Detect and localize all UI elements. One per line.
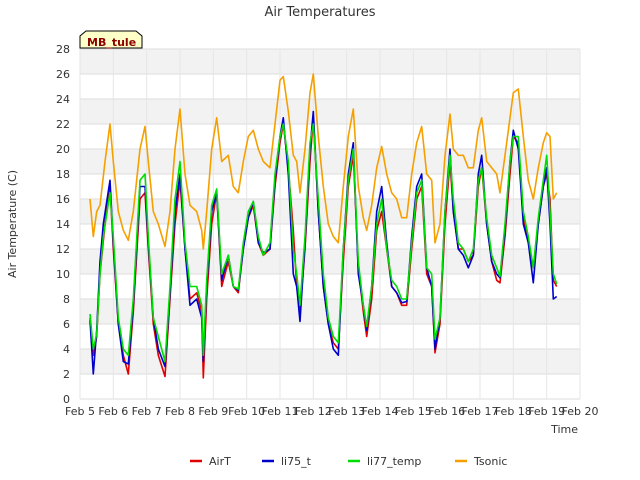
legend-item-li77_temp: li77_temp [348, 455, 421, 468]
series-line-Tsonic [89, 73, 558, 250]
legend-label: li77_temp [367, 455, 421, 468]
x-tick-label: Feb 11 [262, 405, 299, 418]
x-tick-label: Feb 8 [165, 405, 195, 418]
legend-label: li75_t [281, 455, 312, 468]
plot-band [80, 99, 580, 124]
x-tick-label: Feb 19 [528, 405, 565, 418]
legend-item-Tsonic: Tsonic [455, 455, 507, 468]
plot-band [80, 149, 580, 174]
x-tick-label: Feb 14 [362, 405, 399, 418]
chart-title: Air Temperatures [264, 5, 375, 20]
y-tick-label: 20 [56, 143, 70, 156]
plot-band [80, 199, 580, 224]
x-tick-label: Feb 18 [495, 405, 532, 418]
y-tick-label: 2 [63, 368, 70, 381]
x-tick-label: Feb 9 [198, 405, 228, 418]
x-tick-label: Feb 5 [65, 405, 95, 418]
x-tick-label: Feb 15 [395, 405, 432, 418]
gridlines [79, 48, 581, 400]
y-axis-label: Air Temperature (C) [6, 170, 19, 278]
y-tick-label: 8 [63, 293, 70, 306]
legend-label: Tsonic [473, 455, 507, 468]
x-tick-label: Feb 7 [132, 405, 162, 418]
y-tick-label: 10 [56, 268, 70, 281]
y-tick-label: 0 [63, 393, 70, 406]
site-label-box: MB_tule [79, 30, 143, 49]
y-tick-label: 18 [56, 168, 70, 181]
y-tick-label: 24 [56, 93, 70, 106]
x-tick-label: Feb 10 [228, 405, 265, 418]
y-tick-label: 22 [56, 118, 70, 131]
x-tick-label: Feb 12 [295, 405, 332, 418]
y-tick-label: 26 [56, 68, 70, 81]
x-tick-label: Feb 16 [428, 405, 465, 418]
y-tick-label: 28 [56, 43, 70, 56]
x-tick-label: Feb 20 [562, 405, 599, 418]
y-tick-label: 6 [63, 318, 70, 331]
x-axis-label: Time [550, 423, 578, 436]
y-tick-label: 14 [56, 218, 70, 231]
plot-band [80, 249, 580, 274]
plot-band [80, 349, 580, 374]
legend-item-AirT: AirT [190, 455, 231, 468]
y-tick-label: 12 [56, 243, 70, 256]
y-tick-label: 16 [56, 193, 70, 206]
legend-label: AirT [209, 455, 231, 468]
series-line-li77_temp [89, 123, 558, 363]
x-tick-label: Feb 13 [328, 405, 365, 418]
legend: AirT li75_t li77_temp Tsonic [190, 455, 507, 468]
series-lines [89, 73, 558, 379]
x-tick-label: Feb 17 [462, 405, 499, 418]
legend-item-li75_t: li75_t [262, 455, 312, 468]
x-tick-label: Feb 6 [98, 405, 128, 418]
plot-band [80, 299, 580, 324]
site-label: MB_tule [87, 36, 136, 49]
plot-band [80, 49, 580, 74]
y-tick-label: 4 [63, 343, 70, 356]
